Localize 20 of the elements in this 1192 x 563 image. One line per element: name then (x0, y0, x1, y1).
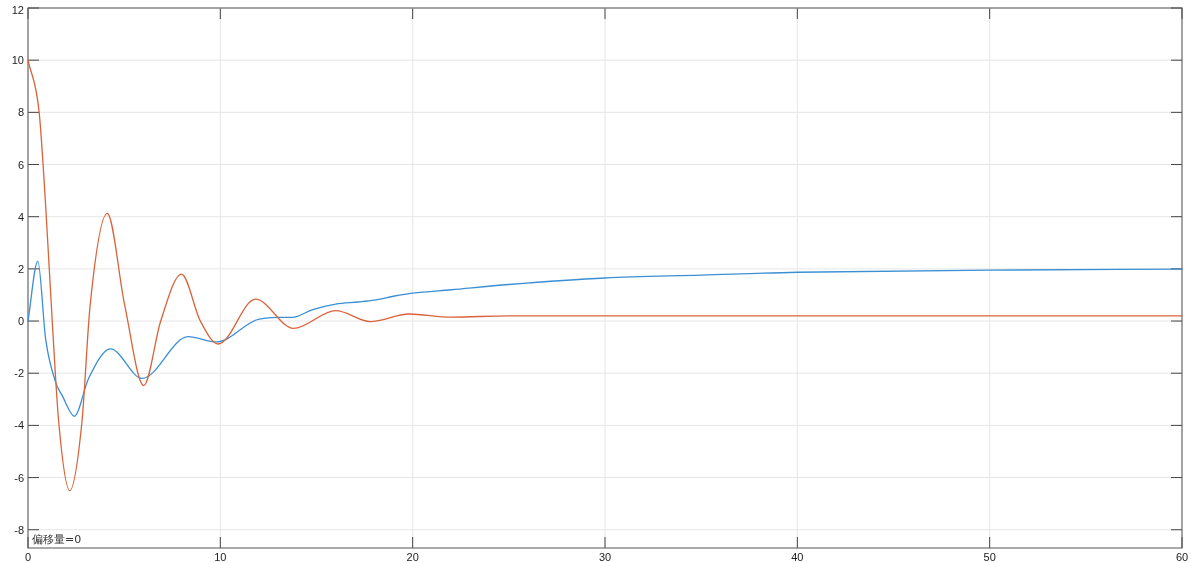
y-tick-label: -8 (14, 523, 24, 536)
annotation: 偏移量=0 (32, 533, 82, 546)
y-tick-label: 4 (17, 210, 24, 223)
x-tick-label: 20 (406, 551, 419, 563)
x-tick-label: 40 (791, 551, 804, 563)
y-tick-label: 10 (11, 54, 24, 67)
x-tick-label: 10 (214, 551, 227, 563)
y-tick-label: -2 (14, 367, 24, 380)
y-tick-label: 0 (17, 315, 24, 328)
y-tick-label: -6 (14, 471, 24, 484)
x-tick-label: 30 (598, 551, 612, 563)
x-tick-label: 50 (983, 551, 996, 563)
y-tick-label: 8 (17, 106, 24, 119)
y-tick-label: 6 (17, 158, 24, 171)
line-series (27, 260, 1183, 417)
y-tick-label: 2 (17, 262, 24, 275)
x-tick-label: 60 (1175, 551, 1189, 563)
line-series (27, 59, 1183, 492)
y-tick-label: -4 (14, 419, 24, 432)
y-tick-label: 12 (11, 4, 24, 16)
